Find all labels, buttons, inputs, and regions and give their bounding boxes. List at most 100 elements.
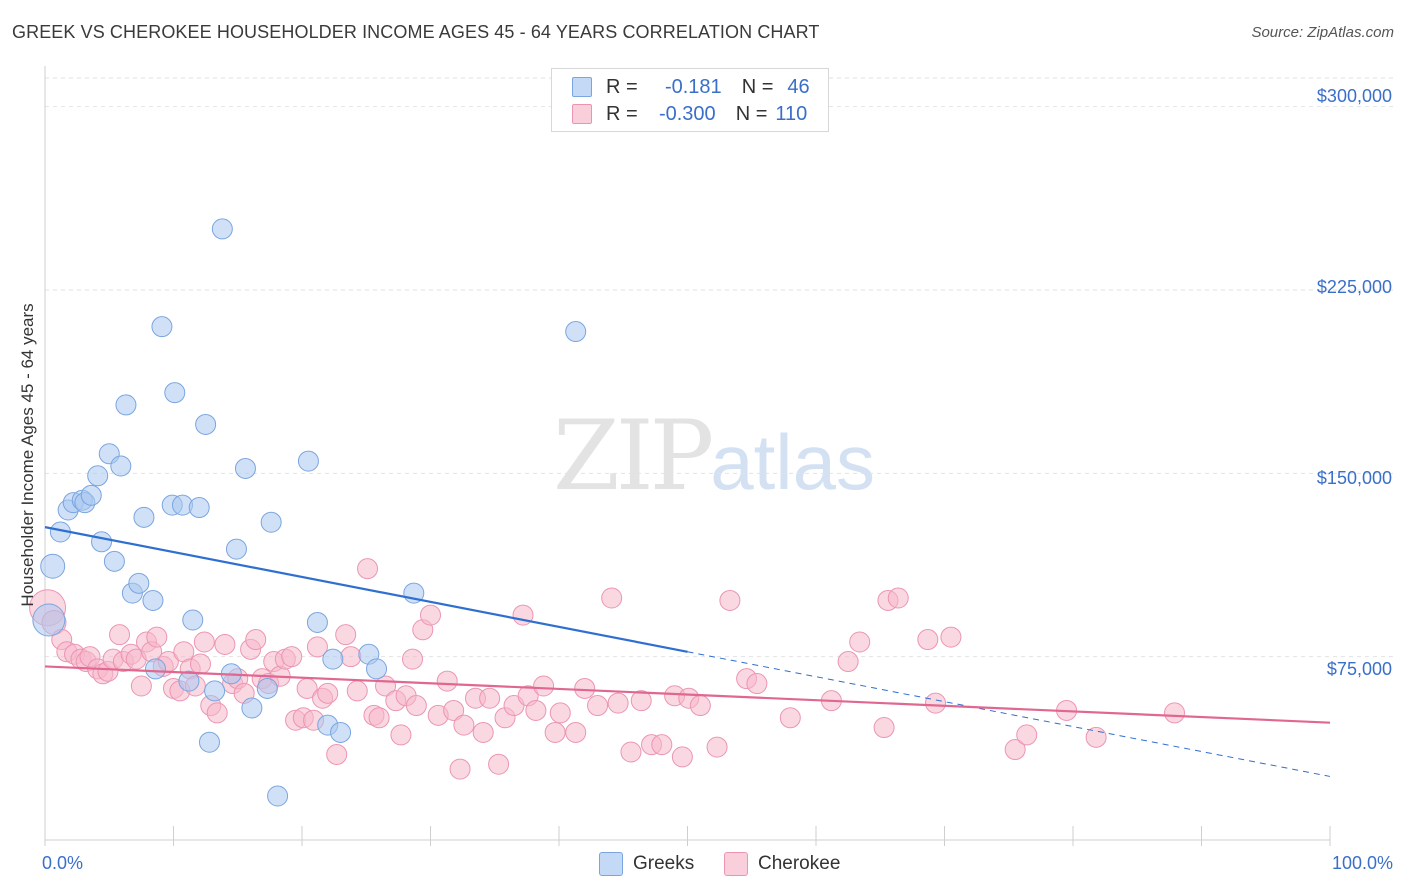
cherokee-point bbox=[193, 631, 215, 653]
cherokee-point bbox=[214, 633, 236, 655]
y-tick-label-225000: $225,000 bbox=[1316, 277, 1392, 297]
greeks-point bbox=[188, 497, 210, 519]
greeks-point bbox=[103, 550, 125, 572]
cherokee-point bbox=[453, 714, 475, 736]
cherokee-point bbox=[620, 741, 642, 763]
cherokee-point bbox=[488, 753, 510, 775]
cherokee-point bbox=[189, 653, 211, 675]
trend-lines bbox=[44, 526, 1331, 777]
cherokee-point bbox=[887, 587, 909, 609]
cherokee-point bbox=[346, 680, 368, 702]
cherokee-point bbox=[549, 702, 571, 724]
watermark-zip: ZIP bbox=[553, 400, 714, 512]
greeks-point bbox=[225, 538, 247, 560]
n-value: 46 bbox=[787, 75, 810, 98]
cherokee-point bbox=[719, 589, 741, 611]
cherokee-point bbox=[671, 746, 693, 768]
cherokee-point bbox=[436, 670, 458, 692]
cherokee-point bbox=[565, 721, 587, 743]
greeks-point bbox=[178, 670, 200, 692]
cherokee-point bbox=[837, 651, 859, 673]
greeks-point bbox=[128, 572, 150, 594]
greeks-point bbox=[195, 413, 217, 435]
cherokee-point bbox=[630, 690, 652, 712]
greeks-point bbox=[204, 680, 226, 702]
greeks-points bbox=[32, 218, 587, 807]
greeks-point bbox=[241, 697, 263, 719]
greeks-point bbox=[145, 658, 167, 680]
legend-row-greeks: R = -0.181 N = 46 bbox=[572, 74, 810, 100]
cherokee-point bbox=[130, 675, 152, 697]
greeks-point bbox=[322, 648, 344, 670]
greeks-point bbox=[234, 457, 256, 479]
greeks-legend-label: Greeks bbox=[633, 853, 695, 874]
cherokee-point bbox=[472, 721, 494, 743]
r-label: R = bbox=[606, 75, 638, 98]
cherokee-trend-line bbox=[44, 665, 1331, 724]
cherokee-point bbox=[109, 624, 131, 646]
greeks-point bbox=[110, 455, 132, 477]
watermark: ZIPatlas bbox=[553, 400, 875, 512]
n-label: N = bbox=[741, 75, 774, 98]
cherokee-point bbox=[326, 743, 348, 765]
gridlines bbox=[45, 77, 1393, 658]
cherokee-point bbox=[1004, 739, 1026, 761]
correlation-legend: R = -0.181 N = 46 R = -0.300 N = 110 bbox=[551, 68, 829, 132]
greeks-legend-swatch bbox=[599, 852, 623, 876]
cherokee-point bbox=[402, 648, 424, 670]
greeks-point bbox=[267, 785, 289, 807]
legend-row-cherokee: R = -0.300 N = 110 bbox=[572, 101, 807, 127]
greeks-point bbox=[565, 321, 587, 343]
y-tick-label-300000: $300,000 bbox=[1316, 86, 1392, 106]
chart-title: GREEK VS CHEROKEE HOUSEHOLDER INCOME AGE… bbox=[12, 22, 820, 42]
legend-item-cherokee: Cherokee bbox=[724, 852, 840, 876]
y-tick-label-75000: $75,000 bbox=[1326, 659, 1392, 679]
cherokee-point bbox=[405, 695, 427, 717]
cherokee-point bbox=[1016, 724, 1038, 746]
r-value: -0.300 bbox=[658, 102, 716, 125]
cherokee-point bbox=[335, 624, 357, 646]
greeks-point bbox=[133, 506, 155, 528]
cherokee-legend-swatch bbox=[724, 852, 748, 876]
greeks-point bbox=[330, 721, 352, 743]
watermark-atlas: atlas bbox=[710, 418, 875, 506]
n-value: 110 bbox=[775, 102, 808, 125]
cherokee-point bbox=[849, 631, 871, 653]
r-value: -0.181 bbox=[664, 75, 722, 98]
cherokee-point bbox=[689, 695, 711, 717]
cherokee-point bbox=[574, 677, 596, 699]
cherokee-points bbox=[29, 558, 1186, 780]
cherokee-point bbox=[873, 717, 895, 739]
cherokee-point bbox=[587, 695, 609, 717]
cherokee-point bbox=[544, 721, 566, 743]
cherokee-point bbox=[925, 692, 947, 714]
cherokee-point bbox=[146, 626, 168, 648]
greeks-swatch bbox=[572, 77, 592, 97]
cherokee-point bbox=[206, 702, 228, 724]
cherokee-swatch bbox=[572, 104, 592, 124]
greeks-point bbox=[260, 511, 282, 533]
cherokee-point bbox=[443, 699, 465, 721]
cherokee-point bbox=[245, 629, 267, 651]
greeks-point bbox=[366, 658, 388, 680]
cherokee-point bbox=[1085, 726, 1107, 748]
cherokee-point bbox=[357, 558, 379, 580]
x-tick-label-max: 100.0% bbox=[1331, 853, 1393, 873]
cherokee-point bbox=[340, 646, 362, 668]
cherokee-point bbox=[651, 734, 673, 756]
legend-item-greeks: Greeks bbox=[599, 852, 694, 876]
greeks-point bbox=[80, 484, 102, 506]
x-tick-label-min: 0.0% bbox=[42, 853, 84, 873]
source-label: Source: ZipAtlas.com bbox=[1251, 24, 1394, 41]
axes bbox=[44, 66, 1331, 846]
y-axis-title: Householder Income Ages 45 - 64 years bbox=[18, 303, 37, 607]
cherokee-point bbox=[917, 629, 939, 651]
cherokee-point bbox=[779, 707, 801, 729]
cherokee-point bbox=[607, 692, 629, 714]
greeks-trend-line bbox=[44, 526, 688, 653]
greeks-point bbox=[211, 218, 233, 240]
cherokee-point bbox=[306, 636, 328, 658]
greeks-point bbox=[182, 609, 204, 631]
cherokee-point bbox=[281, 646, 303, 668]
cherokee-point bbox=[479, 687, 501, 709]
